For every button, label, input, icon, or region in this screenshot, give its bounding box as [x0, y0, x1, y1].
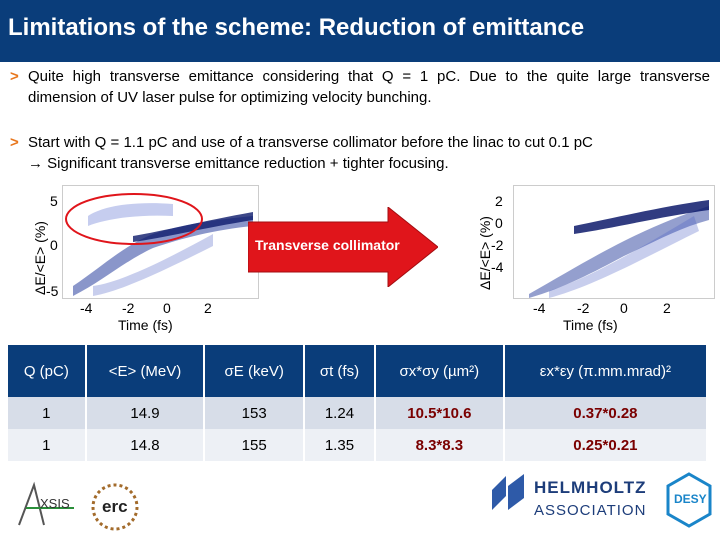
erc-logo-text: erc [102, 497, 128, 516]
right-plot-scatter [529, 200, 709, 298]
bullet-2-line1: Start with Q = 1.1 pC and use of a trans… [28, 134, 593, 151]
left-plot-xtick: -2 [122, 300, 135, 316]
table-cell: 153 [204, 397, 306, 429]
desy-logo-text: DESY [674, 492, 707, 506]
bullet-marker-icon: > [10, 68, 19, 85]
right-plot-ytick: -2 [491, 237, 504, 253]
left-plot-ytick: -5 [46, 283, 59, 299]
helmholtz-logo-name: HELMHOLTZ [534, 478, 647, 497]
col-header-charge: Q (pC) [8, 345, 87, 397]
bullet-2: > Start with Q = 1.1 pC and use of a tra… [10, 132, 710, 174]
left-plot-ytick: 5 [50, 193, 58, 209]
left-plot-area [62, 185, 259, 299]
col-header-energy: <E> (MeV) [85, 345, 206, 397]
table-row: 1 14.9 153 1.24 10.5*10.6 0.37*0.28 [8, 397, 709, 429]
right-plot-xtick: 2 [663, 300, 671, 316]
bullet-1-text: Quite high transverse emittance consider… [28, 68, 710, 106]
right-plot-area [513, 185, 715, 299]
table-cell: 1.24 [304, 397, 376, 429]
col-header-beam-size: σx*σy (µm²) [374, 345, 505, 397]
left-plot-scatter [73, 203, 253, 296]
table-cell: 0.37*0.28 [503, 397, 709, 429]
table-cell: 0.25*0.21 [503, 429, 709, 461]
right-plot-xtick: 0 [620, 300, 628, 316]
table-row: 1 14.8 155 1.35 8.3*8.3 0.25*0.21 [8, 429, 709, 461]
axsis-logo: XSIS [14, 480, 84, 530]
table-cell: 14.9 [85, 397, 206, 429]
left-scatter-plot: ΔE/<E> (%) 5 0 -5 -4 -2 0 2 Time (fs) [0, 185, 260, 340]
title-bar: Limitations of the scheme: Reduction of … [0, 0, 720, 62]
right-plot-xtick: -4 [533, 300, 546, 316]
table-cell: 1 [8, 429, 87, 461]
table-cell: 155 [204, 429, 306, 461]
bullet-marker-icon: > [10, 134, 19, 151]
left-plot-xtick: -4 [80, 300, 93, 316]
collimator-cut-ellipse [65, 193, 203, 245]
right-plot-xtick: -2 [577, 300, 590, 316]
desy-logo: DESY [664, 472, 714, 530]
left-plot-xtick: 2 [204, 300, 212, 316]
parameter-table: Q (pC) <E> (MeV) σE (keV) σt (fs) σx*σy … [8, 345, 709, 461]
slide-title: Limitations of the scheme: Reduction of … [8, 14, 585, 41]
left-plot-xlabel: Time (fs) [118, 317, 173, 333]
table-cell: 14.8 [85, 429, 206, 461]
table-cell: 10.5*10.6 [374, 397, 505, 429]
collimator-arrow-icon [248, 207, 438, 287]
table-cell: 1 [8, 397, 87, 429]
axsis-logo-text: XSIS [40, 496, 70, 511]
bullet-2-line2: → Significant transverse emittance reduc… [28, 155, 449, 172]
right-plot-ylabel: ΔE/<E> (%) [477, 216, 493, 290]
axsis-logo-icon [18, 481, 74, 526]
helmholtz-logo-icon [492, 474, 524, 510]
col-header-energy-spread: σE (keV) [204, 345, 306, 397]
col-header-bunch-length: σt (fs) [304, 345, 376, 397]
table-header-row: Q (pC) <E> (MeV) σE (keV) σt (fs) σx*σy … [8, 345, 709, 397]
right-plot-ytick: -4 [491, 259, 504, 275]
right-plot-xlabel: Time (fs) [563, 317, 618, 333]
erc-logo-icon [91, 483, 139, 531]
left-plot-ytick: 0 [50, 237, 58, 253]
desy-logo-icon [666, 472, 712, 528]
right-plot-ytick: 0 [495, 215, 503, 231]
right-plot-ytick: 2 [495, 193, 503, 209]
bullet-1: > Quite high transverse emittance consid… [10, 66, 710, 108]
helmholtz-logo-sub: ASSOCIATION [534, 502, 647, 519]
right-scatter-plot: ΔE/<E> (%) 2 0 -2 -4 -4 -2 0 2 Time (fs) [465, 185, 720, 340]
table-cell: 1.35 [304, 429, 376, 461]
collimator-label: Transverse collimator [255, 237, 400, 253]
table-cell: 8.3*8.3 [374, 429, 505, 461]
helmholtz-logo: HELMHOLTZ ASSOCIATION [490, 468, 660, 530]
erc-logo: erc [90, 482, 140, 532]
col-header-emittance: εx*εy (π.mm.mrad)² [503, 345, 709, 397]
left-plot-xtick: 0 [163, 300, 171, 316]
